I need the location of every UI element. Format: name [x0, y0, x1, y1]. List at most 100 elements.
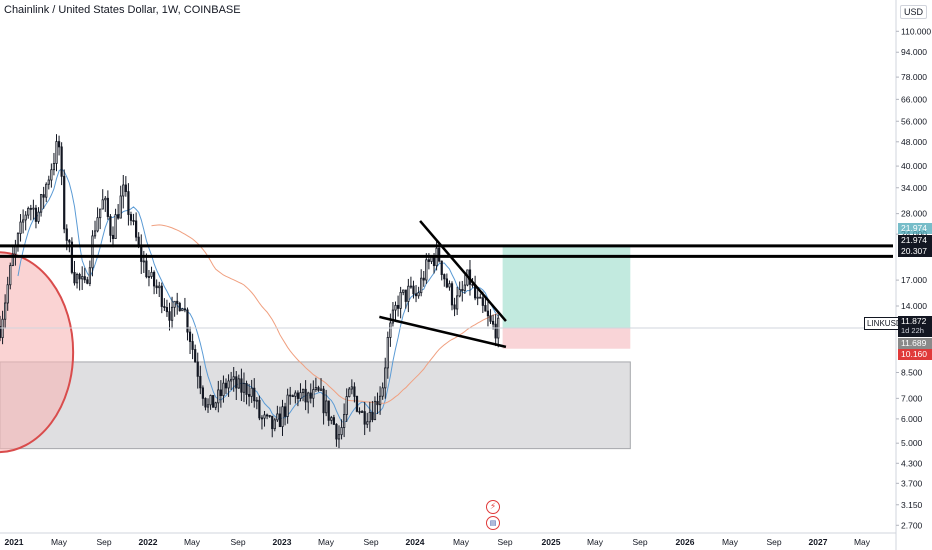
time-tick-label: May [722, 537, 739, 547]
candle-body [222, 382, 225, 397]
candle-body [75, 274, 79, 284]
candle-body [355, 395, 359, 412]
candle-body [0, 326, 2, 339]
candle-body [307, 392, 310, 403]
highlight-circle[interactable] [0, 251, 75, 454]
target-zone[interactable] [502, 245, 631, 328]
candle-body [301, 388, 305, 394]
candle-body [227, 380, 230, 389]
time-tick-label: Sep [230, 537, 245, 547]
candle-body [343, 414, 346, 428]
stop-zone[interactable] [502, 327, 631, 349]
time-tick-label: 2023 [273, 537, 292, 547]
candle-body [420, 277, 423, 294]
candle-body [55, 141, 58, 164]
candle-body [145, 260, 148, 278]
candle-body [27, 207, 30, 216]
candle-body [96, 217, 99, 232]
time-tick-label: May [854, 537, 871, 547]
candle-body [427, 259, 430, 262]
candle-body [491, 320, 495, 325]
candle-body [83, 276, 86, 281]
time-tick-label: Sep [766, 537, 781, 547]
candle-body [445, 278, 448, 288]
candle-body [494, 323, 497, 339]
time-tick-label: 2026 [676, 537, 695, 547]
candle-body [142, 260, 145, 263]
candle-body [127, 191, 130, 215]
candle-body [32, 207, 35, 210]
stop-loss-tag: 10.160 [898, 349, 932, 360]
demand-zone-rect[interactable] [0, 361, 631, 450]
candle-body [283, 406, 287, 417]
candle-body [22, 219, 25, 223]
candle-body [425, 259, 428, 281]
descending-trendline[interactable] [419, 220, 507, 322]
price-tick-label: 7.000 [901, 393, 923, 403]
candle-body [206, 404, 210, 408]
time-tick-label: May [51, 537, 68, 547]
us-flag-icon[interactable]: ▤ [486, 516, 500, 530]
candle-body [214, 402, 217, 408]
candle-body [396, 304, 400, 309]
time-tick-label: 2021 [5, 537, 24, 547]
price-tick-label: 34.000 [901, 183, 927, 193]
resistance-tag-upper: 21.974 [898, 235, 932, 246]
candle-body [219, 389, 222, 397]
candle-body [16, 233, 20, 246]
price-tick-label: 40.000 [901, 161, 927, 171]
candle-body [178, 303, 181, 312]
candle-body [438, 247, 441, 262]
candle-body [186, 309, 189, 333]
candle-body [88, 267, 91, 284]
candle-body [224, 382, 228, 389]
candle-body [6, 284, 9, 304]
candle-body [158, 285, 161, 289]
price-tick-label: 66.000 [901, 94, 927, 104]
candle-body [337, 434, 341, 440]
candle-body [335, 423, 338, 440]
candle-body [407, 285, 410, 302]
candle-body [163, 306, 166, 308]
candle-body [458, 289, 461, 297]
candle-body [196, 361, 199, 377]
candle-body [65, 228, 68, 241]
candle-body [440, 260, 443, 275]
candle-body [476, 296, 479, 299]
candle-body [242, 383, 246, 393]
candle-body [443, 274, 446, 280]
support-trendline[interactable] [379, 315, 507, 349]
price-tick-label: 2.700 [901, 520, 923, 530]
candle-body [327, 400, 330, 421]
candle-body [409, 285, 413, 288]
candle-body [57, 141, 61, 148]
candle-body [47, 179, 50, 185]
candle-body [486, 310, 490, 317]
candle-body [73, 271, 76, 284]
candle-body [106, 197, 109, 217]
price-tick-label: 94.000 [901, 47, 927, 57]
candle-body [168, 311, 171, 321]
candle-body [42, 194, 45, 198]
price-tick-label: 3.700 [901, 478, 923, 488]
price-tick-label: 78.000 [901, 72, 927, 82]
candle-body [129, 214, 133, 221]
price-tick-label: 48.000 [901, 137, 927, 147]
candle-body [253, 387, 256, 402]
candle-body [296, 392, 300, 399]
price-tick-label: 8.500 [901, 367, 923, 377]
candle-body [422, 277, 425, 281]
currency-label[interactable]: USD [900, 5, 928, 19]
lightning-icon[interactable]: ⚡ [486, 500, 500, 514]
price-tick-label: 5.000 [901, 438, 923, 448]
candle-body [399, 291, 402, 309]
candle-body [147, 276, 151, 278]
candle-body [463, 284, 466, 291]
candle-body [479, 296, 482, 299]
candle-body [363, 411, 366, 425]
candle-body [217, 389, 220, 404]
candle-body [81, 276, 84, 280]
candle-body [173, 300, 176, 308]
